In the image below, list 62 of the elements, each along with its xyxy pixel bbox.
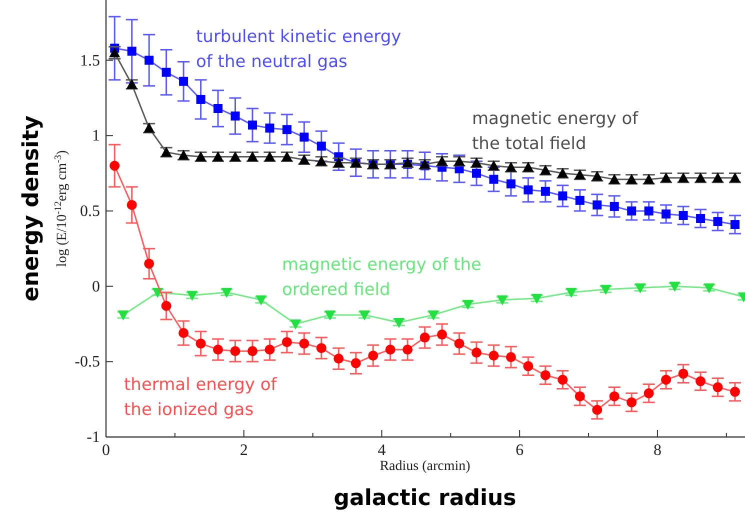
point [144,56,154,65]
point [385,344,396,355]
point [540,186,550,196]
point [488,350,499,361]
point [610,202,619,211]
point [265,124,274,133]
point [282,125,292,134]
point [264,344,275,355]
point [558,191,568,200]
point [524,185,533,194]
y-tick-label: 0 [92,278,100,296]
y-tick-label: -0.5 [74,354,100,371]
point [162,68,171,77]
point [196,94,206,104]
point [127,46,136,56]
point [402,344,413,355]
point [282,337,292,348]
point [506,352,516,362]
y-tick-label: -1 [86,429,100,446]
point [368,350,378,361]
point [144,258,154,269]
point [350,358,361,368]
y-tick-label: 0.5 [80,202,100,220]
x-tick-label: 8 [653,442,662,459]
x-tick-label: 4 [378,442,386,459]
series-label: thermal energy of the ionized gas [124,375,278,420]
point [214,104,223,113]
series-label: magnetic energy of the ordered field [282,255,482,300]
point [454,338,464,349]
point [489,174,498,184]
x-tick-label: 2 [240,442,248,459]
point [213,344,224,355]
point [575,196,584,205]
point [126,200,137,210]
point [316,343,326,354]
text: galactic radius [334,486,516,511]
point [437,330,448,340]
x-axis-title: Radius (arcmin) [380,459,471,474]
point [196,338,206,349]
point [179,76,188,86]
point [110,160,120,171]
point [178,328,189,338]
text: energy density [19,116,44,302]
series-label: turbulent kinetic energy of the neutral gas [196,27,402,72]
point [300,132,309,142]
point [247,346,258,356]
y-tick-label: 1 [92,128,100,145]
point [506,179,516,188]
point [334,354,344,364]
point [230,346,240,356]
point [592,200,602,210]
point [299,338,310,349]
point [472,168,482,178]
y-tick-label: 1.5 [80,52,100,70]
point [420,332,430,343]
point [248,120,257,130]
point [472,348,482,358]
series-label: magnetic energy of the total field [472,109,640,154]
x-tick-label: 6 [516,442,524,459]
point [316,142,326,151]
point [230,112,240,121]
point [161,300,172,311]
